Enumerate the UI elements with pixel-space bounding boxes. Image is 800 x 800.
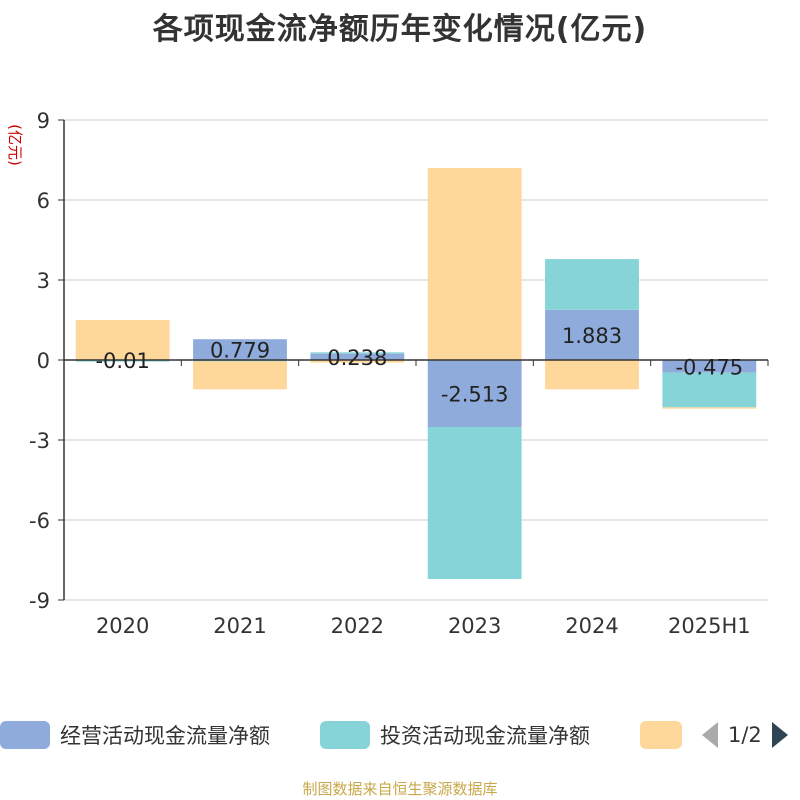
chart-area: 9 6 3 0 -3 -6 -9 (亿元) 2020 2021 2022 2023 2024 2025H1… — [6, 109, 769, 638]
data-label: 0.238 — [327, 346, 387, 370]
legend-label-operating: 经营活动现金流量净额 — [60, 724, 270, 748]
legend-prev-icon[interactable] — [700, 720, 720, 750]
bar-third-2024 — [545, 360, 639, 390]
y-tick-label: -3 — [29, 429, 50, 453]
legend-label-investing: 投资活动现金流量净额 — [380, 724, 590, 748]
bar-operating-2022 — [310, 353, 405, 360]
bar-third-2023 — [427, 168, 522, 360]
legend-item-investing[interactable]: 投资活动现金流量净额 — [320, 714, 590, 756]
bar-investing-2025H1 — [662, 372, 757, 408]
data-label: -0.01 — [95, 349, 149, 373]
x-tick-label: 2023 — [448, 614, 501, 638]
bar-operating-2025H1 — [662, 360, 757, 373]
x-tick-label: 2021 — [213, 614, 266, 638]
bar-third-2025H1 — [662, 407, 757, 409]
legend-swatch-investing — [320, 721, 370, 749]
legend-swatch-third — [640, 721, 682, 749]
x-tick-label: 2020 — [96, 614, 149, 638]
bar-third-2021 — [193, 361, 287, 390]
data-label: 1.883 — [562, 324, 622, 348]
bar-chart: 9 6 3 0 -3 -6 -9 (亿元) 2020 2021 2022 2023 2024 2025H1… — [6, 109, 769, 638]
legend-page-indicator: 1/2 — [728, 723, 762, 747]
bar-investing-2022 — [310, 352, 405, 354]
bar-third-2022 — [310, 360, 405, 363]
data-label: -2.513 — [441, 383, 509, 407]
bar-operating-2024 — [545, 309, 639, 360]
legend-pager: 1/2 — [700, 714, 790, 756]
chart-title: 各项现金流净额历年变化情况(亿元) — [152, 12, 648, 47]
legend-item-operating[interactable]: 经营活动现金流量净额 — [0, 714, 270, 756]
y-tick-label: -9 — [29, 589, 50, 613]
y-tick-label: 9 — [37, 109, 50, 133]
x-tick-label: 2022 — [331, 614, 384, 638]
y-tick-label: -6 — [29, 509, 50, 533]
bar-operating-2023 — [427, 360, 522, 428]
bar-investing-2023 — [427, 427, 522, 580]
data-label: -0.475 — [675, 355, 743, 379]
bar-third-2020 — [75, 320, 170, 360]
legend-item-third[interactable] — [640, 714, 692, 756]
y-tick-label: 6 — [37, 189, 50, 213]
bar-investing-2020 — [75, 360, 170, 362]
y-tick-label: 3 — [37, 269, 50, 293]
legend-swatch-operating — [0, 721, 50, 749]
bar-operating-2021 — [193, 339, 287, 360]
source-footer: 制图数据来自恒生聚源数据库 — [302, 780, 498, 798]
y-axis-title: (亿元) — [6, 124, 24, 166]
data-label: 0.779 — [210, 339, 270, 363]
bar-investing-2024 — [545, 259, 639, 310]
x-tick-label: 2025H1 — [668, 614, 751, 638]
legend: 经营活动现金流量净额 投资活动现金流量净额 1/2 — [0, 714, 800, 756]
x-tick-label: 2024 — [565, 614, 618, 638]
legend-next-icon[interactable] — [770, 720, 790, 750]
y-tick-label: 0 — [37, 349, 50, 373]
